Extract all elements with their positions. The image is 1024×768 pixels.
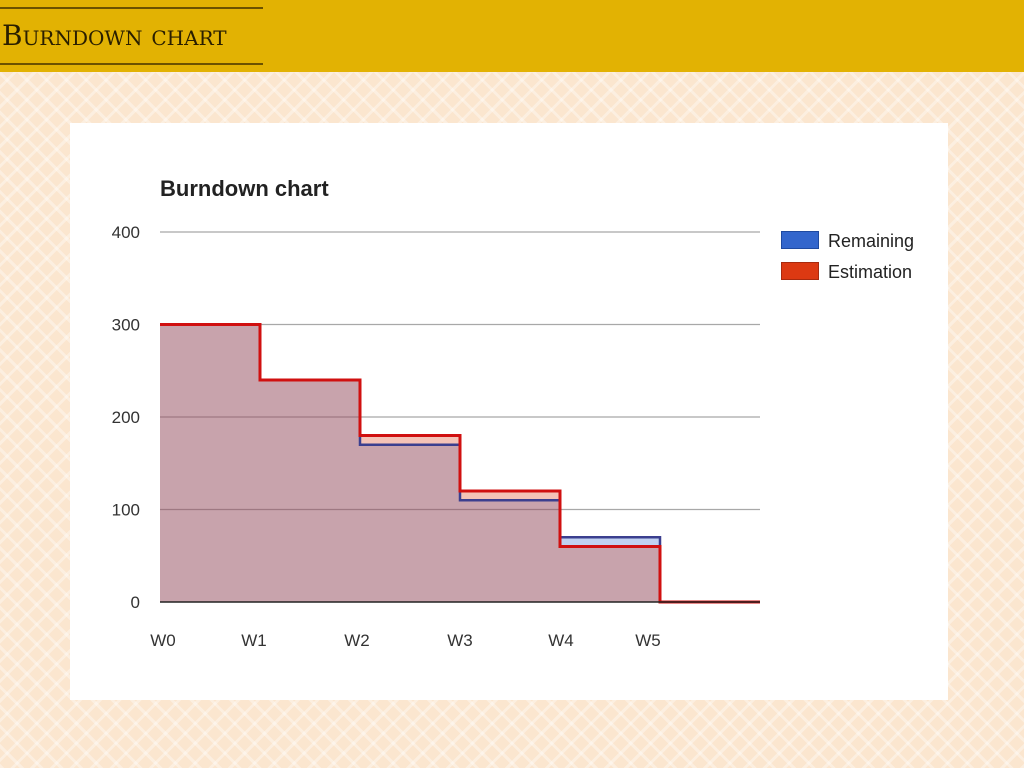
y-tick-label: 400 [112,223,140,242]
axis-labels: 0 100 200 300 400 W0 W1 W2 W3 W4 W5 [112,223,760,650]
legend-swatch-estimation[interactable] [781,262,819,280]
line-layer [160,323,760,604]
legend-label-remaining[interactable]: Remaining [828,231,914,251]
legend-label-estimation[interactable]: Estimation [828,262,912,282]
chart-card: Burndown chart 0 100 200 300 400 W0 W1 W2 W3 W4 W5… [70,123,948,700]
x-tick-label: W3 [447,631,473,650]
x-tick-label: W5 [635,631,661,650]
line-estimation[interactable] [160,323,760,604]
x-tick-label: W1 [241,631,267,650]
burndown-chart: Burndown chart 0 100 200 300 400 W0 W1 W2 W3 W4 W5… [112,176,915,650]
legend[interactable]: Remaining Estimation [781,231,915,282]
y-tick-label: 200 [112,408,140,427]
page-title: Burndown chart [0,7,263,65]
y-tick-label: 100 [112,501,140,520]
legend-swatch-remaining[interactable] [781,231,819,249]
x-tick-label: W0 [150,631,176,650]
x-tick-label: W4 [548,631,574,650]
y-tick-label: 300 [112,316,140,335]
x-tick-label: W2 [344,631,370,650]
header-bar: Burndown chart [0,0,1024,72]
y-tick-label: 0 [131,593,140,612]
chart-title: Burndown chart [160,176,329,201]
